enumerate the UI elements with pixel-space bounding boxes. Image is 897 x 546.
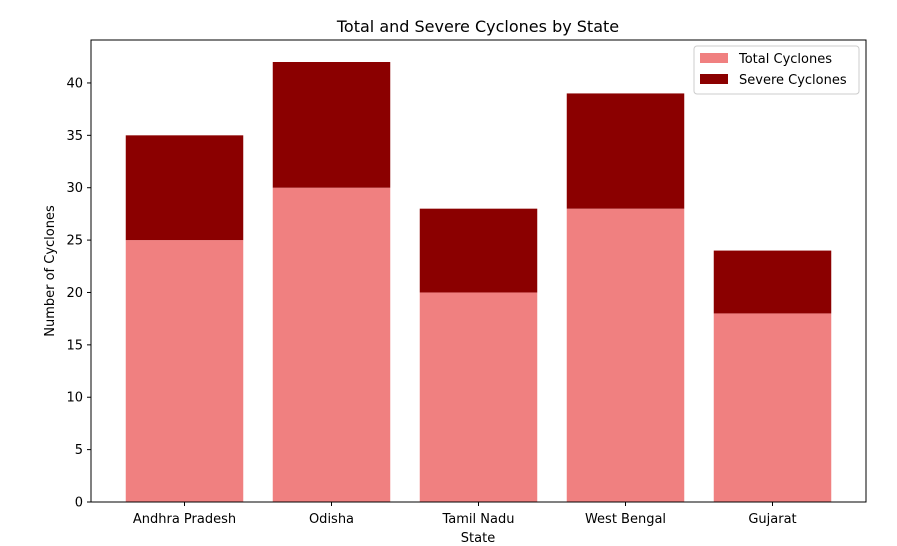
bar-total-andhra-pradesh <box>125 240 244 502</box>
bar-total-gujarat <box>713 313 832 502</box>
x-tick-label: Andhra Pradesh <box>133 512 236 527</box>
legend-label-severe: Severe Cyclones <box>739 73 847 88</box>
bar-total-odisha <box>272 187 391 502</box>
bar-severe-odisha <box>272 62 391 188</box>
x-axis: Andhra Pradesh Odisha Tamil Nadu West Benga… <box>133 502 797 527</box>
x-axis-label: State <box>461 531 495 546</box>
legend-swatch-total <box>700 53 728 63</box>
legend-box <box>693 45 860 95</box>
y-tick-label: 5 <box>75 443 83 458</box>
y-tick-label: 15 <box>66 338 83 353</box>
y-tick-label: 35 <box>66 129 83 144</box>
x-tick-label: Odisha <box>309 512 354 527</box>
y-axis-label: Number of Cyclones <box>43 205 58 337</box>
bar-severe-gujarat <box>713 250 832 314</box>
bar-severe-west-bengal <box>566 93 685 209</box>
y-tick-label: 25 <box>66 234 83 249</box>
x-tick-label: Gujarat <box>748 512 796 527</box>
y-tick-label: 40 <box>66 76 83 91</box>
y-tick-label: 30 <box>66 181 83 196</box>
y-tick-label: 20 <box>66 286 83 301</box>
legend: Total Cyclones Severe Cyclones <box>693 45 860 95</box>
bars-layer <box>125 62 832 502</box>
x-tick-label: West Bengal <box>585 512 666 527</box>
y-axis: 0 5 10 15 20 25 30 35 40 <box>66 76 91 511</box>
bar-total-west-bengal <box>566 208 685 502</box>
y-tick-label: 10 <box>66 391 83 406</box>
bar-total-tamil-nadu <box>419 292 538 502</box>
y-tick-label: 0 <box>75 496 83 511</box>
legend-swatch-severe <box>700 74 728 84</box>
chart-title: Total and Severe Cyclones by State <box>336 17 619 36</box>
bar-severe-andhra-pradesh <box>125 135 244 241</box>
bar-severe-tamil-nadu <box>419 208 538 293</box>
legend-label-total: Total Cyclones <box>738 52 832 67</box>
x-tick-label: Tamil Nadu <box>442 512 515 527</box>
